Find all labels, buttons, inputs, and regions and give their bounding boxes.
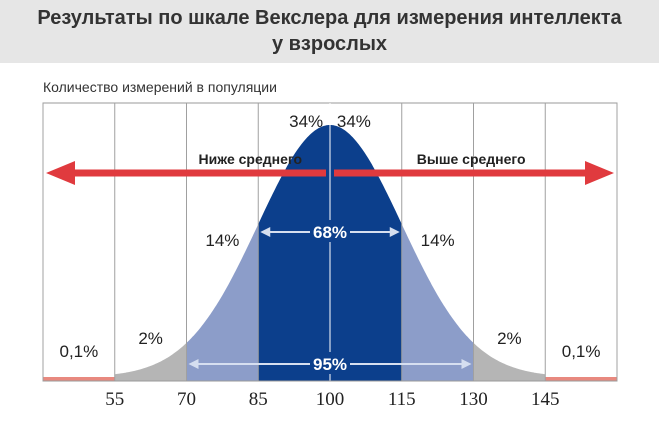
range-left-head-0 — [260, 227, 271, 237]
range-right-head-1 — [461, 359, 472, 369]
band-label-6: 2% — [497, 329, 522, 348]
band-label-3: 34% — [289, 112, 323, 131]
arrow-right-label: Выше среднего — [417, 151, 526, 167]
range-right-head-0 — [389, 227, 400, 237]
curve-band-3 — [258, 125, 330, 381]
band-label-7: 0,1% — [562, 342, 601, 361]
range-label-bg-1 — [310, 352, 350, 374]
curve-band-2 — [186, 224, 259, 381]
y-axis-label: Количество измерений в популяции — [43, 79, 277, 95]
arrow-left-label: Ниже среднего — [199, 151, 303, 167]
band-label-0: 0,1% — [60, 342, 99, 361]
band-label-1: 2% — [138, 329, 163, 348]
tail-strip-0 — [43, 377, 115, 381]
range-label-bg-0 — [310, 220, 350, 242]
range-label-1: 95% — [313, 355, 347, 374]
x-tick-label: 55 — [105, 389, 124, 410]
x-tick-label: 100 — [316, 389, 345, 410]
range-left-head-1 — [188, 359, 199, 369]
x-tick-label: 70 — [177, 389, 196, 410]
curve-band-4 — [330, 125, 402, 381]
range-label-0: 68% — [313, 223, 347, 242]
arrow-right-head — [585, 161, 614, 185]
band-label-5: 14% — [421, 231, 455, 250]
arrow-left-head — [46, 161, 75, 185]
x-tick-label: 85 — [249, 389, 268, 410]
band-label-4: 34% — [337, 112, 371, 131]
curve-band-1 — [114, 342, 187, 381]
x-tick-label: 130 — [459, 389, 488, 410]
title-banner: Результаты по шкале Векслера для измерен… — [0, 0, 659, 63]
curve-band-5 — [401, 224, 474, 381]
curve-band-6 — [473, 342, 546, 381]
x-tick-label: 115 — [388, 389, 416, 410]
x-tick-label: 145 — [531, 389, 560, 410]
band-label-2: 14% — [205, 231, 239, 250]
chart-title-line-1: Результаты по шкале Векслера для измерен… — [37, 7, 622, 29]
chart-title-line-2: у взрослых — [271, 33, 388, 55]
tail-strip-7 — [545, 377, 617, 381]
